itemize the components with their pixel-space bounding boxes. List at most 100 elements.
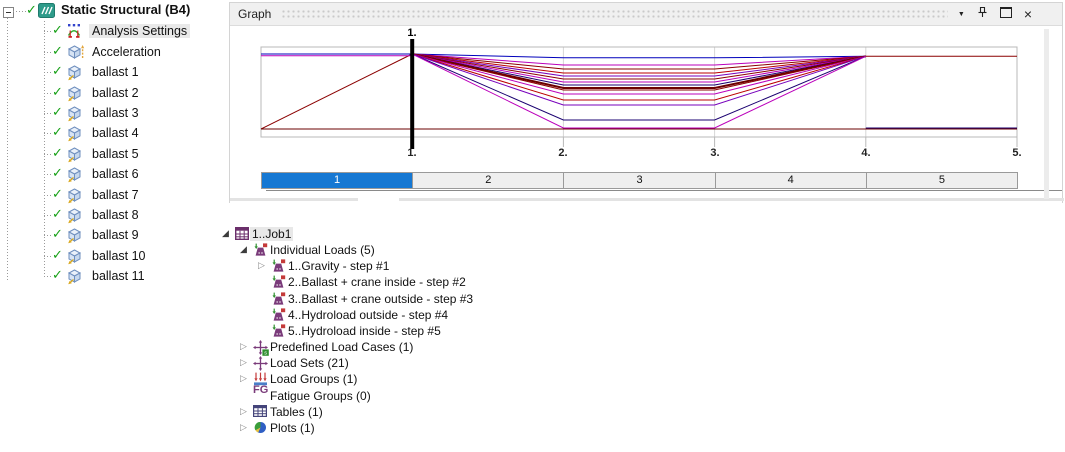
tree-item-ballast-6[interactable]: ✓ ballast 6 — [0, 164, 228, 184]
load-curve-fan-11 — [412, 53, 866, 95]
step-cell-2[interactable]: 2 — [413, 173, 565, 188]
graph-panel: Graph ▼ × 1. 1. 2. 3. 4. 5. 1 2 3 4 5 — [229, 2, 1064, 204]
tree-item-label: Acceleration — [92, 44, 161, 59]
tree-item-ballast-5[interactable]: ✓ ballast 5 — [0, 144, 228, 164]
tree-item-label: ballast 9 — [92, 228, 139, 243]
axis-tick-label: 5. — [1012, 147, 1022, 159]
tree-guide-line — [44, 215, 53, 216]
expander-icon[interactable]: ▷ — [240, 341, 247, 351]
tree-item-ballast-9[interactable]: ✓ ballast 9 — [0, 225, 228, 245]
load-curve-fan-2 — [412, 53, 866, 66]
expander-icon[interactable]: ▷ — [258, 260, 265, 271]
graph-panel-header[interactable]: Graph ▼ × — [230, 3, 1062, 26]
step-cell-5[interactable]: 5 — [866, 173, 1018, 188]
ballast-icon — [66, 125, 85, 142]
check-icon: ✓ — [52, 246, 63, 262]
acceleration-icon — [66, 44, 85, 61]
tree-item-ballast-7[interactable]: ✓ ballast 7 — [0, 185, 228, 205]
ballast-icon — [66, 166, 85, 183]
job-tree-item-2-ballast-crane-inside-step-2[interactable]: 2..Ballast + crane inside - step #2 — [218, 274, 678, 290]
load-curve-gravity-ramp — [260, 53, 413, 130]
splitter-bar[interactable] — [230, 198, 358, 201]
axis-tick-label: 3. — [710, 147, 720, 159]
job-tree-item-fatigue-groups-0[interactable]: FG Fatigue Groups (0) — [218, 383, 678, 404]
job-tree-item-plots-1[interactable]: ▷ Plots (1) — [218, 420, 678, 436]
load-curve-fan-14 — [411, 53, 866, 121]
tree-item-ballast-11[interactable]: ✓ ballast 11 — [0, 266, 228, 286]
ballast-icon — [66, 207, 85, 224]
load-curve-fan-7 — [412, 53, 866, 83]
expander-icon[interactable]: ◢ — [222, 228, 229, 238]
tree-item-ballast-1[interactable]: ✓ ballast 1 — [0, 62, 228, 82]
check-icon: ✓ — [52, 267, 63, 283]
tree-guide-line — [44, 133, 53, 135]
tables-icon — [253, 404, 268, 417]
collapse-toggle-icon[interactable] — [3, 7, 14, 18]
analysis-settings-icon — [66, 23, 82, 39]
fatigue-icon: FG — [253, 383, 269, 396]
check-icon: ✓ — [52, 63, 63, 79]
tree-guide-line — [44, 153, 53, 155]
check-icon: ✓ — [52, 22, 63, 38]
job-tree-item-label: 5..Hydroload inside - step #5 — [288, 323, 441, 338]
step-cell-3[interactable]: 3 — [564, 173, 716, 188]
plots-icon — [253, 421, 267, 434]
axis-tick-label: 1. — [407, 147, 417, 159]
expander-icon[interactable]: ▷ — [240, 373, 247, 384]
maximize-icon[interactable] — [999, 6, 1012, 22]
graph-body: 1. 1. 2. 3. 4. 5. 1 2 3 4 5 — [230, 26, 1064, 204]
job-tree-item-label: 4..Hydroload outside - step #4 — [288, 307, 449, 322]
job-tree-item-5-hydroload-inside-step-5[interactable]: 5..Hydroload inside - step #5 — [218, 323, 678, 339]
load-curve-fan-10 — [412, 53, 866, 91]
tree-item-ballast-4[interactable]: ✓ ballast 4 — [0, 123, 228, 143]
pin-icon[interactable] — [977, 6, 988, 22]
tree-item-static-structural-b4[interactable]: ✓ Static Structural (B4) — [0, 1, 228, 21]
expander-icon[interactable]: ▷ — [240, 421, 247, 432]
job-tree-item-load-sets-21[interactable]: ▷ Load Sets (21) — [218, 355, 678, 372]
job-tree-item-label: Load Sets (21) — [270, 356, 349, 371]
splitter-bar[interactable] — [399, 198, 1064, 201]
tree-guide-line — [44, 72, 53, 74]
tree-guide-line — [44, 194, 53, 196]
expander-icon[interactable]: ◢ — [240, 244, 247, 255]
ballast-icon — [66, 64, 85, 81]
tree-item-analysis-settings[interactable]: ✓ Analysis Settings — [0, 21, 228, 41]
job-tree-item-1-gravity-step-1[interactable]: ▷ 1..Gravity - step #1 — [218, 258, 678, 274]
ballast-icon — [66, 248, 85, 265]
job-tree-item-label: Plots (1) — [270, 420, 315, 435]
step-cell-4[interactable]: 4 — [715, 173, 867, 188]
expander-icon[interactable]: ▷ — [240, 405, 247, 416]
tree-guide-line — [44, 51, 53, 53]
check-icon: ✓ — [52, 124, 63, 140]
tree-item-label: ballast 5 — [92, 146, 139, 161]
job-tree-item-individual-loads-5[interactable]: ◢ Individual Loads (5) — [218, 242, 678, 258]
tree-item-label: ballast 1 — [92, 65, 139, 80]
tree-item-ballast-2[interactable]: ✓ ballast 2 — [0, 83, 228, 103]
job-tree: ◢ 1..Job1 ◢ Individual Loads (5) ▷ 1..Gravity… — [218, 226, 678, 446]
tree-item-acceleration[interactable]: ✓ Acceleration — [0, 42, 228, 62]
load-history-chart — [260, 39, 1018, 149]
check-icon: ✓ — [52, 83, 63, 99]
expander-icon[interactable]: ▷ — [240, 357, 247, 368]
tree-item-ballast-8[interactable]: ✓ ballast 8 — [0, 205, 228, 225]
job-tree-item-label: 1..Job1 — [250, 227, 294, 241]
dropdown-icon[interactable]: ▼ — [957, 10, 965, 18]
job-tree-item-4-hydroload-outside-step-4[interactable]: 4..Hydroload outside - step #4 — [218, 307, 678, 323]
tree-guide-line — [7, 18, 8, 281]
load-icon — [253, 243, 268, 257]
check-icon: ✓ — [52, 206, 63, 221]
check-icon: ✓ — [52, 185, 63, 201]
tree-guide-line — [44, 21, 45, 279]
job-tree-item-tables-1[interactable]: ▷ Tables (1) — [218, 404, 678, 420]
close-icon[interactable]: × — [1023, 6, 1032, 22]
job-tree-item-1-job1[interactable]: ◢ 1..Job1 — [218, 226, 678, 242]
load-icon — [271, 324, 286, 338]
job-tree-item-3-ballast-crane-outside-step-3[interactable]: 3..Ballast + crane outside - step #3 — [218, 291, 678, 307]
job-tree-item-predefined-load-cases-1[interactable]: ▷ s Predefined Load Cases (1) — [218, 339, 678, 357]
job-tree-item-load-groups-1[interactable]: ▷ Load Groups (1) — [218, 371, 678, 387]
load-icon — [271, 291, 286, 306]
tree-item-label: ballast 3 — [92, 106, 139, 120]
tree-item-ballast-10[interactable]: ✓ ballast 10 — [0, 246, 228, 266]
tree-item-ballast-3[interactable]: ✓ ballast 3 — [0, 103, 228, 123]
step-cell-1[interactable]: 1 — [262, 173, 414, 188]
